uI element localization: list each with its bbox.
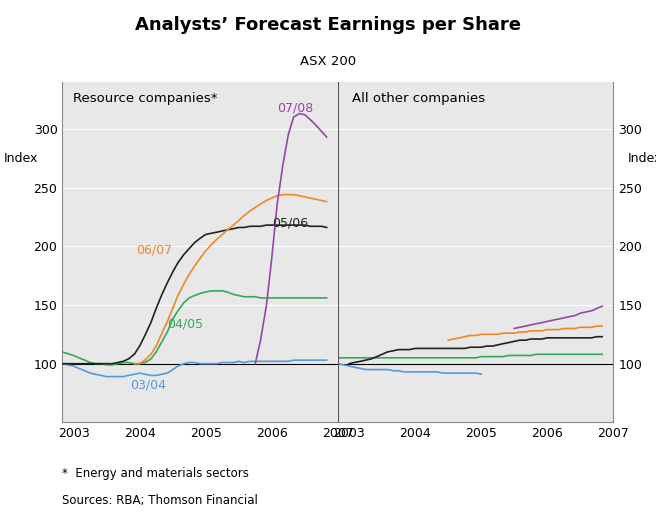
Text: Sources: RBA; Thomson Financial: Sources: RBA; Thomson Financial [62, 494, 258, 507]
Text: Analysts’ Forecast Earnings per Share: Analysts’ Forecast Earnings per Share [135, 16, 521, 34]
Text: Index: Index [3, 152, 37, 165]
Text: 06/07: 06/07 [136, 243, 173, 256]
Text: 04/05: 04/05 [167, 317, 203, 330]
Text: *  Energy and materials sectors: * Energy and materials sectors [62, 467, 249, 480]
Text: 03/04: 03/04 [130, 379, 166, 391]
Text: 07/08: 07/08 [277, 101, 314, 114]
Text: Resource companies*: Resource companies* [73, 92, 218, 105]
Text: All other companies: All other companies [352, 92, 485, 105]
Text: ASX 200: ASX 200 [300, 55, 356, 69]
Text: 05/06: 05/06 [272, 216, 308, 229]
Text: Index: Index [628, 152, 656, 165]
